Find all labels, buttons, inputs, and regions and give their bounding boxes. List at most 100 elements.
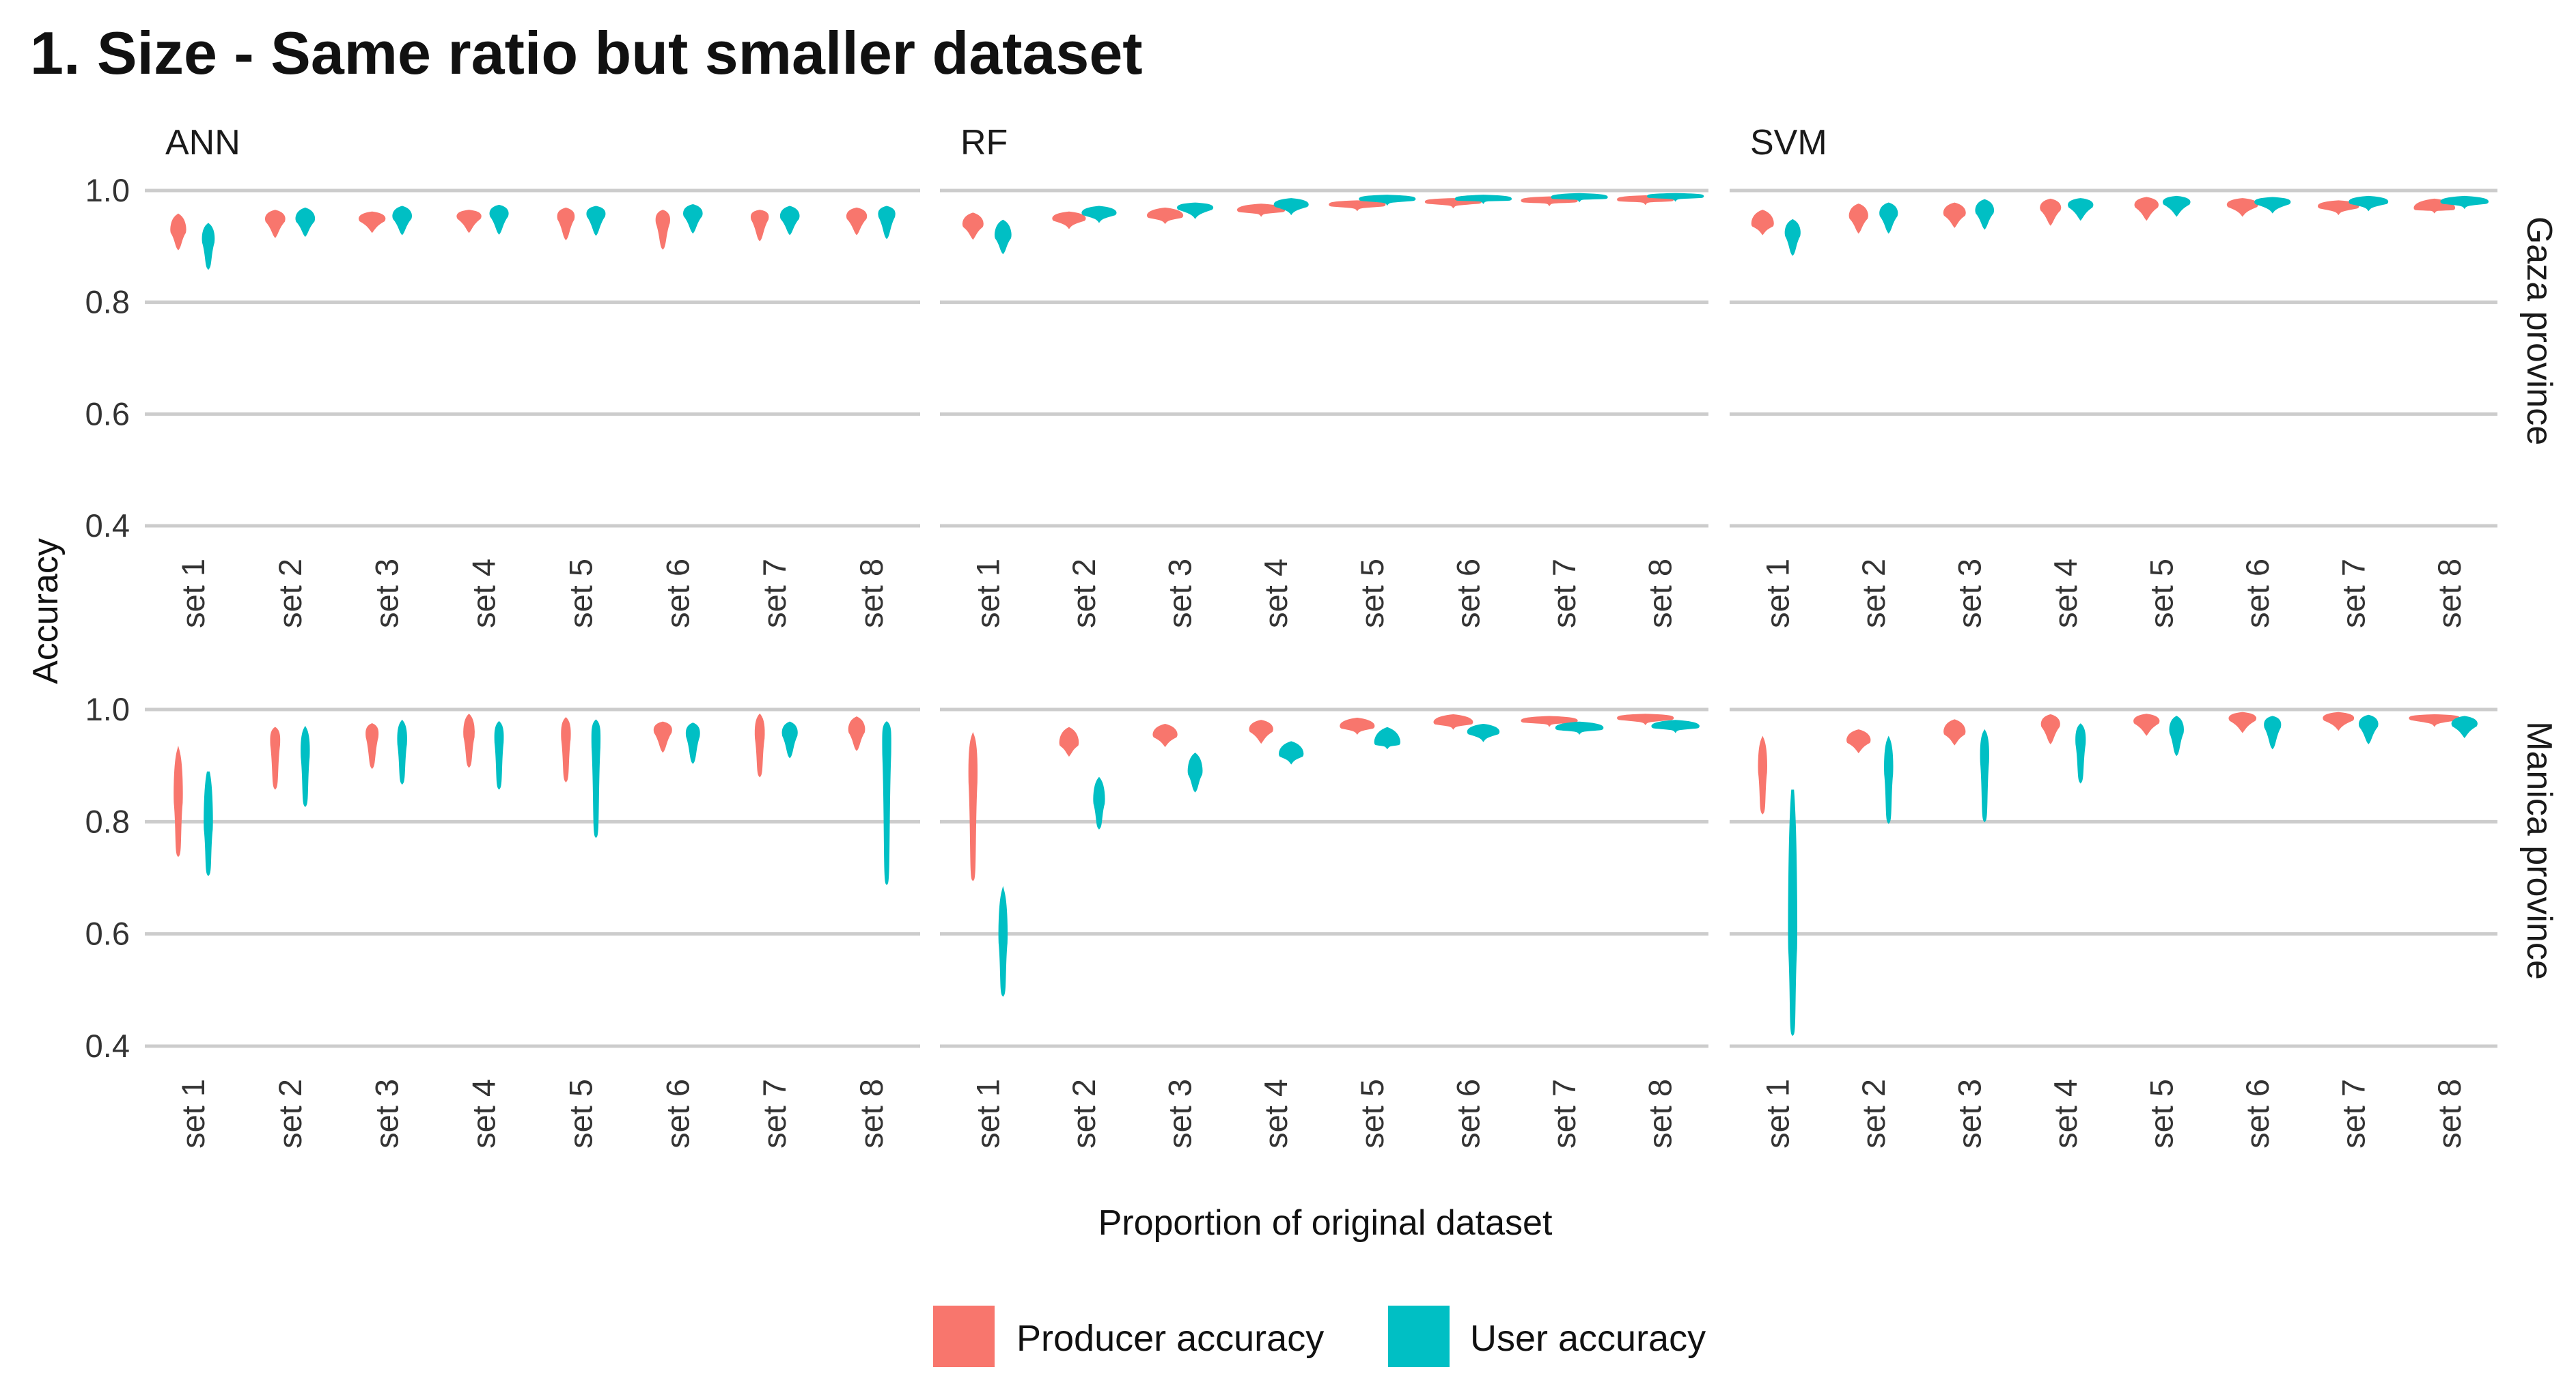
violin-producer-rf-4	[1249, 720, 1273, 744]
violin-user-svm-2	[1884, 735, 1894, 824]
x-tick-label: set 2	[1855, 1079, 1892, 1149]
x-tick-label: set 5	[1354, 1079, 1390, 1149]
violin-user-rf-2	[1093, 776, 1105, 830]
violin-user-rf-7	[1555, 721, 1604, 735]
violin-producer-ann-6	[653, 721, 672, 753]
violin-producer-svm-1	[1758, 735, 1767, 815]
violin-user-svm-5	[2163, 195, 2191, 217]
violin-producer-ann-6	[655, 210, 671, 250]
violin-producer-rf-5	[1329, 200, 1386, 212]
violin-user-rf-2	[1081, 206, 1117, 223]
violin-user-svm-4	[2068, 198, 2094, 221]
x-tick-label: set 2	[272, 559, 308, 628]
x-tick-label: set 8	[2431, 1079, 2467, 1149]
violin-user-rf-5	[1359, 195, 1416, 206]
facet-panels: 0.4 0.6 0.8 1.0 Gaza province ANN set 1 set 2 se…	[85, 123, 2559, 1149]
x-tick-label: set 6	[1450, 1079, 1486, 1149]
violin-producer-svm-6	[2226, 198, 2258, 217]
violin-user-svm-3	[1980, 729, 1989, 823]
violin-producer-ann-5	[561, 717, 571, 783]
x-tick-label: set 2	[1855, 559, 1892, 628]
violin-user-ann-4	[494, 720, 504, 790]
violin-producer-rf-2	[1052, 211, 1086, 229]
column-strip-label: ANN	[165, 123, 240, 163]
column-strip-label: RF	[960, 123, 1008, 163]
legend-label-producer: Producer accuracy	[1016, 1318, 1324, 1359]
x-tick-label: set 5	[2143, 1079, 2179, 1149]
violin-producer-ann-1	[174, 746, 183, 858]
violin-producer-ann-5	[557, 207, 575, 240]
y-tick-label: 0.4	[85, 1028, 130, 1064]
x-tick-label: set 5	[2143, 559, 2179, 628]
violin-user-rf-4	[1279, 741, 1304, 765]
x-tick-label: set 4	[2047, 1079, 2083, 1149]
x-tick-label: set 8	[2431, 559, 2467, 628]
x-tick-label: set 8	[853, 1079, 889, 1149]
violin-producer-rf-3	[1152, 723, 1178, 748]
y-tick-label: 0.8	[85, 803, 130, 839]
x-tick-label: set 3	[1951, 559, 1987, 628]
violin-user-rf-7	[1551, 193, 1608, 203]
violin-producer-svm-3	[1943, 202, 1966, 228]
x-tick-label: set 6	[1450, 559, 1486, 628]
violin-producer-svm-2	[1848, 203, 1868, 234]
violin-producer-rf-2	[1059, 727, 1079, 757]
violin-user-svm-4	[2075, 723, 2086, 784]
violin-producer-rf-1	[962, 212, 984, 240]
x-tick-label: set 3	[369, 559, 405, 628]
x-tick-label: set 1	[969, 1079, 1006, 1149]
x-tick-label: set 2	[1066, 559, 1102, 628]
x-tick-label: set 3	[1951, 1079, 1987, 1149]
violin-producer-svm-7	[2323, 712, 2355, 731]
violin-producer-ann-1	[170, 213, 186, 251]
violin-user-ann-8	[882, 721, 891, 886]
violin-producer-ann-7	[750, 210, 769, 242]
x-tick-label: set 4	[466, 1079, 502, 1149]
x-tick-label: set 7	[2335, 559, 2371, 628]
legend-key-user	[1388, 1306, 1450, 1367]
violin-user-svm-3	[1975, 199, 1995, 230]
violin-user-rf-5	[1374, 727, 1400, 750]
violin-producer-ann-8	[846, 207, 868, 236]
x-tick-label: set 1	[969, 559, 1006, 628]
violin-producer-rf-3	[1147, 207, 1184, 225]
x-tick-label: set 8	[853, 559, 889, 628]
x-tick-label: set 6	[2239, 559, 2275, 628]
violin-user-ann-6	[685, 722, 700, 764]
chart-title: 1. Size - Same ratio but smaller dataset	[30, 19, 1143, 87]
violin-producer-rf-6	[1433, 714, 1473, 730]
x-tick-label: set 8	[1642, 1079, 1678, 1149]
x-tick-label: set 2	[1066, 1079, 1102, 1149]
violin-user-svm-6	[2254, 197, 2291, 214]
violin-producer-svm-2	[1846, 729, 1871, 754]
x-tick-label: set 7	[756, 1079, 792, 1149]
violin-user-ann-3	[392, 206, 412, 236]
y-tick-label: 0.6	[85, 916, 130, 952]
x-tick-label: set 7	[1546, 1079, 1582, 1149]
x-tick-label: set 5	[562, 1079, 598, 1149]
violin-producer-rf-7	[1521, 716, 1578, 727]
violin-producer-ann-7	[754, 713, 765, 778]
violin-user-ann-6	[683, 204, 703, 234]
violin-user-rf-6	[1454, 195, 1512, 204]
violin-user-rf-1	[995, 219, 1012, 255]
violin-producer-svm-4	[2040, 714, 2060, 744]
violin-user-svm-1	[1788, 789, 1797, 1037]
violin-user-ann-7	[781, 721, 798, 759]
x-tick-label: set 4	[1258, 559, 1294, 628]
violin-producer-rf-5	[1340, 717, 1375, 735]
violin-user-rf-3	[1187, 753, 1203, 793]
x-tick-label: set 6	[659, 1079, 695, 1149]
violin-producer-ann-4	[456, 210, 482, 234]
violin-user-ann-5	[591, 719, 601, 839]
y-tick-label: 0.6	[85, 395, 130, 432]
violin-user-ann-1	[202, 223, 215, 270]
violin-user-ann-2	[295, 207, 316, 237]
violin-producer-svm-6	[2228, 712, 2256, 733]
violin-user-ann-4	[489, 204, 509, 235]
violin-user-svm-2	[1879, 202, 1898, 234]
violin-user-svm-6	[2264, 716, 2282, 750]
violin-producer-svm-5	[2134, 197, 2159, 221]
violin-user-ann-2	[301, 725, 310, 808]
